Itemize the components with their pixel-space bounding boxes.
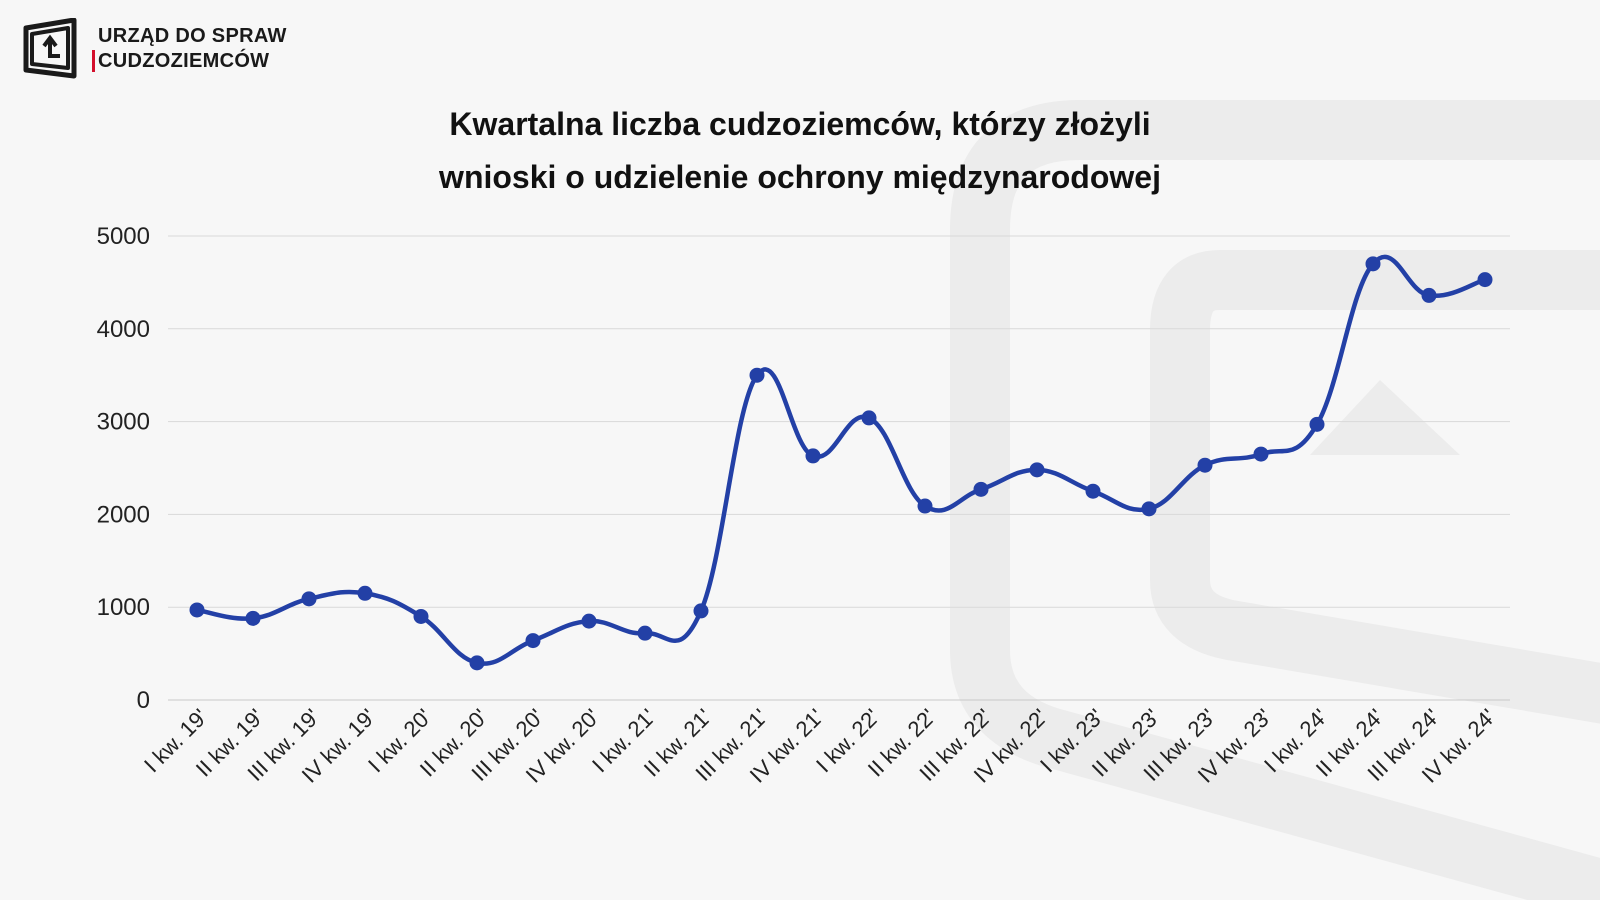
y-tick-label: 5000 [97,223,150,250]
data-point [189,602,205,618]
logo-accent-bar [92,50,95,72]
data-point [1309,416,1325,432]
y-tick-label: 2000 [97,501,150,528]
org-logo: URZĄD DO SPRAW CUDZOZIEMCÓW [22,18,322,88]
y-axis-ticks: 0 1000 2000 3000 4000 5000 [97,223,150,714]
data-point [917,498,933,514]
data-point [1141,501,1157,517]
grid-lines [168,235,1510,701]
series-line [196,254,1486,666]
y-tick-label: 0 [137,687,150,714]
y-tick-label: 1000 [97,594,150,621]
data-point [301,591,317,607]
chart-title-line2: wnioski o udzielenie ochrony międzynarod… [439,159,1161,195]
data-point [1197,457,1213,473]
uds-logo-icon [23,18,77,79]
y-tick-label: 3000 [97,409,150,436]
org-name-line2: CUDZOZIEMCÓW [98,50,270,72]
chart-title-line1: Kwartalna liczba cudzoziemców, którzy zł… [449,106,1151,142]
y-tick-label: 4000 [97,316,150,343]
data-point [1253,446,1269,462]
data-point [581,613,597,629]
data-point [413,608,429,624]
data-point [1421,287,1437,303]
data-point [1365,256,1381,272]
x-axis-ticks: I kw. 19'II kw. 19'III kw. 19'IV kw. 19'… [139,704,1500,788]
org-name-line1: URZĄD DO SPRAW [98,25,287,47]
data-point [805,448,821,464]
data-point [1029,462,1045,478]
data-point [469,655,485,671]
data-point [357,585,373,601]
series-layer [189,254,1493,671]
data-point [1477,272,1493,288]
data-point [525,633,541,649]
data-point [245,610,261,626]
data-point [861,410,877,426]
chart-title: Kwartalna liczba cudzoziemców, którzy zł… [0,98,1600,204]
data-point [973,481,989,497]
data-point [637,625,653,641]
data-point [693,603,709,619]
data-point [749,367,765,383]
data-point [1085,483,1101,499]
